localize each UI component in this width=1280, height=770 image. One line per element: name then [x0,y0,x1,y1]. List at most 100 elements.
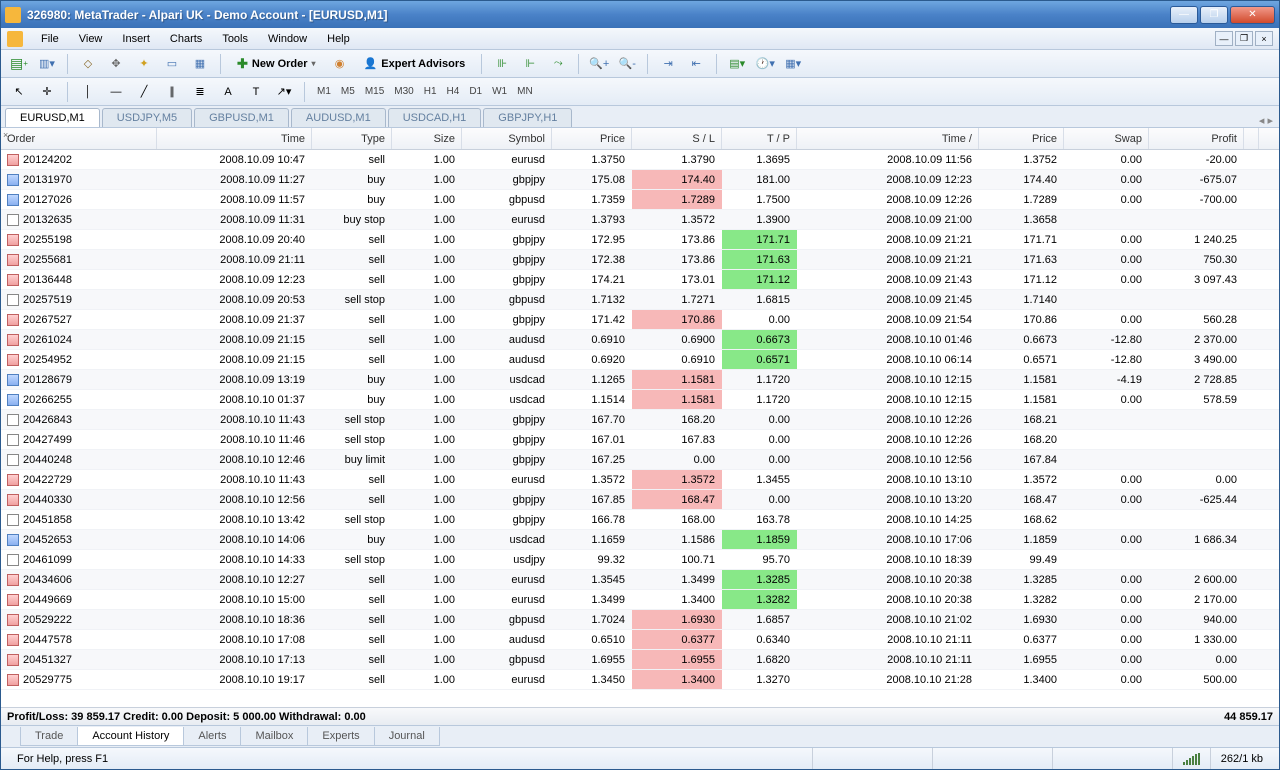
table-row[interactable]: 204496692008.10.10 15:00sell1.00eurusd1.… [1,590,1279,610]
text-label-icon[interactable]: T [244,80,268,104]
menu-insert[interactable]: Insert [112,30,160,48]
periodicity-icon[interactable]: 🕐▾ [753,52,777,76]
arrows-icon[interactable]: ↗▾ [272,80,296,104]
terminal-tab-experts[interactable]: Experts [307,727,374,746]
chart-tab-eurusd-m1[interactable]: EURUSD,M1 [5,108,100,127]
close-button[interactable]: ✕ [1230,6,1275,24]
profiles-icon[interactable]: ▥▾ [35,52,59,76]
strategy-tester-icon[interactable]: ▦ [188,52,212,76]
maximize-button[interactable]: ❐ [1200,6,1228,24]
terminal-icon[interactable]: ▭ [160,52,184,76]
timeframe-w1[interactable]: W1 [488,84,511,99]
table-row[interactable]: 201270262008.10.09 11:57buy1.00gbpusd1.7… [1,190,1279,210]
timeframe-h1[interactable]: H1 [420,84,441,99]
table-row[interactable]: 204274992008.10.10 11:46sell stop1.00gbp… [1,430,1279,450]
terminal-tab-mailbox[interactable]: Mailbox [240,727,308,746]
table-row[interactable]: 202551982008.10.09 20:40sell1.00gbpjpy17… [1,230,1279,250]
menu-window[interactable]: Window [258,30,317,48]
column-header[interactable]: Symbol [462,128,552,149]
column-header[interactable]: Time / [797,128,979,149]
column-header[interactable]: Order [1,128,157,149]
timeframe-h4[interactable]: H4 [443,84,464,99]
table-row[interactable]: 202662552008.10.10 01:37buy1.00usdcad1.1… [1,390,1279,410]
meta-editor-icon[interactable]: ◉ [328,52,352,76]
table-row[interactable]: 202610242008.10.09 21:15sell1.00audusd0.… [1,330,1279,350]
table-row[interactable]: 204513272008.10.10 17:13sell1.00gbpusd1.… [1,650,1279,670]
chart-tab-audusd-m1[interactable]: AUDUSD,M1 [291,108,386,127]
timeframe-mn[interactable]: MN [513,84,537,99]
terminal-tab-alerts[interactable]: Alerts [183,727,241,746]
menu-file[interactable]: File [31,30,69,48]
column-header[interactable]: T / P [722,128,797,149]
grid-body[interactable]: 201242022008.10.09 10:47sell1.00eurusd1.… [1,150,1279,707]
zoom-in-icon[interactable]: 🔍+ [587,52,611,76]
menu-view[interactable]: View [69,30,113,48]
bar-chart-icon[interactable]: ⊪ [490,52,514,76]
table-row[interactable]: 204518582008.10.10 13:42sell stop1.00gbp… [1,510,1279,530]
terminal-tab-trade[interactable]: Trade [20,727,78,746]
table-row[interactable]: 201319702008.10.09 11:27buy1.00gbpjpy175… [1,170,1279,190]
templates-icon[interactable]: ▦▾ [781,52,805,76]
column-header[interactable]: Time [157,128,312,149]
table-row[interactable]: 202675272008.10.09 21:37sell1.00gbpjpy17… [1,310,1279,330]
timeframe-d1[interactable]: D1 [465,84,486,99]
table-row[interactable]: 204346062008.10.10 12:27sell1.00eurusd1.… [1,570,1279,590]
column-header[interactable]: Size [392,128,462,149]
cursor-icon[interactable]: ↖ [7,80,31,104]
timeframe-m30[interactable]: M30 [390,84,417,99]
data-window-icon[interactable]: ✦ [132,52,156,76]
table-row[interactable]: 205297752008.10.10 19:17sell1.00eurusd1.… [1,670,1279,690]
table-row[interactable]: 201364482008.10.09 12:23sell1.00gbpjpy17… [1,270,1279,290]
table-row[interactable]: 201326352008.10.09 11:31buy stop1.00euru… [1,210,1279,230]
minimize-button[interactable]: — [1170,6,1198,24]
menu-help[interactable]: Help [317,30,360,48]
crosshair-icon[interactable]: ✛ [35,80,59,104]
line-chart-icon[interactable]: ⤳ [546,52,570,76]
table-row[interactable]: 201242022008.10.09 10:47sell1.00eurusd1.… [1,150,1279,170]
table-row[interactable]: 202575192008.10.09 20:53sell stop1.00gbp… [1,290,1279,310]
chart-shift-icon[interactable]: ⇤ [684,52,708,76]
table-row[interactable]: 204402482008.10.10 12:46buy limit1.00gbp… [1,450,1279,470]
equidistant-channel-icon[interactable]: ∥ [160,80,184,104]
table-row[interactable]: 202549522008.10.09 21:15sell1.00audusd0.… [1,350,1279,370]
table-row[interactable]: 204610992008.10.10 14:33sell stop1.00usd… [1,550,1279,570]
text-icon[interactable]: A [216,80,240,104]
table-row[interactable]: 204475782008.10.10 17:08sell1.00audusd0.… [1,630,1279,650]
table-row[interactable]: 204403302008.10.10 12:56sell1.00gbpjpy16… [1,490,1279,510]
zoom-out-icon[interactable]: 🔍- [615,52,639,76]
column-header[interactable]: S / L [632,128,722,149]
table-row[interactable]: 204526532008.10.10 14:06buy1.00usdcad1.1… [1,530,1279,550]
menu-charts[interactable]: Charts [160,30,212,48]
chart-tab-usdjpy-m5[interactable]: USDJPY,M5 [102,108,192,127]
vertical-line-icon[interactable]: │ [76,80,100,104]
table-row[interactable]: 204268432008.10.10 11:43sell stop1.00gbp… [1,410,1279,430]
fibonacci-icon[interactable]: ≣ [188,80,212,104]
column-header[interactable]: Price [552,128,632,149]
timeframe-m5[interactable]: M5 [337,84,359,99]
mdi-minimize-button[interactable]: — [1215,31,1233,46]
terminal-tab-account-history[interactable]: Account History [77,727,184,746]
chart-tabs-nav[interactable]: ◂ ▸ [1253,114,1279,127]
chart-tab-gbpjpy-h1[interactable]: GBPJPY,H1 [483,108,572,127]
new-chart-icon[interactable]: ▤+ [7,52,31,76]
column-header[interactable]: Price [979,128,1064,149]
column-header[interactable]: Swap [1064,128,1149,149]
panel-close-icon[interactable]: × [3,130,8,140]
horizontal-line-icon[interactable]: — [104,80,128,104]
table-row[interactable]: 202556812008.10.09 21:11sell1.00gbpjpy17… [1,250,1279,270]
indicators-icon[interactable]: ▤▾ [725,52,749,76]
trendline-icon[interactable]: ╱ [132,80,156,104]
chart-tab-gbpusd-m1[interactable]: GBPUSD,M1 [194,108,289,127]
candlestick-icon[interactable]: ⊩ [518,52,542,76]
mdi-restore-button[interactable]: ❐ [1235,31,1253,46]
expert-advisors-button[interactable]: 👤Expert Advisors [356,52,474,76]
table-row[interactable]: 205292222008.10.10 18:36sell1.00gbpusd1.… [1,610,1279,630]
market-watch-icon[interactable]: ◇ [76,52,100,76]
navigator-icon[interactable]: ✥ [104,52,128,76]
titlebar[interactable]: 326980: MetaTrader - Alpari UK - Demo Ac… [1,1,1279,28]
column-header[interactable]: Type [312,128,392,149]
table-row[interactable]: 204227292008.10.10 11:43sell1.00eurusd1.… [1,470,1279,490]
table-row[interactable]: 201286792008.10.09 13:19buy1.00usdcad1.1… [1,370,1279,390]
timeframe-m15[interactable]: M15 [361,84,388,99]
timeframe-m1[interactable]: M1 [313,84,335,99]
